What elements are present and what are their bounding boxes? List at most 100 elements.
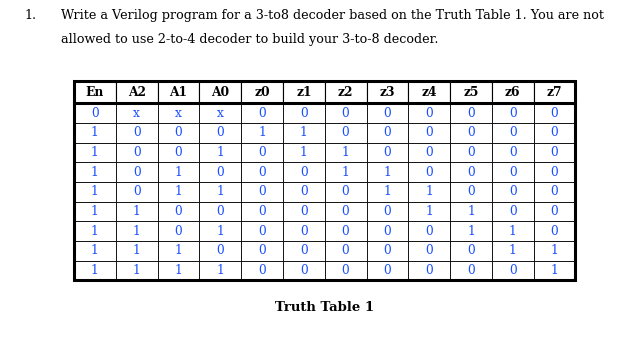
Text: 0: 0	[550, 205, 559, 218]
Text: 0: 0	[509, 107, 517, 120]
Text: 0: 0	[383, 127, 392, 139]
Text: x: x	[133, 107, 140, 120]
Text: z4: z4	[421, 86, 437, 99]
Text: 1.: 1.	[24, 9, 37, 22]
Text: 0: 0	[383, 244, 392, 257]
Text: z7: z7	[547, 86, 563, 99]
Text: 0: 0	[467, 127, 475, 139]
Text: 1: 1	[467, 205, 475, 218]
Text: 0: 0	[216, 166, 224, 179]
Text: 0: 0	[341, 107, 350, 120]
Text: A0: A0	[211, 86, 230, 99]
Text: 0: 0	[425, 146, 433, 159]
Text: 0: 0	[509, 146, 517, 159]
Text: 0: 0	[258, 185, 266, 198]
Text: 1: 1	[91, 225, 99, 238]
Text: 1: 1	[174, 166, 183, 179]
Text: 0: 0	[550, 107, 559, 120]
Text: 1: 1	[341, 166, 350, 179]
Text: 1: 1	[216, 185, 224, 198]
Text: 0: 0	[258, 146, 266, 159]
Text: 0: 0	[341, 205, 350, 218]
Text: 0: 0	[132, 127, 141, 139]
Text: 0: 0	[300, 166, 308, 179]
Text: 0: 0	[132, 146, 141, 159]
Text: 1: 1	[91, 244, 99, 257]
Text: 0: 0	[425, 244, 433, 257]
Text: 1: 1	[174, 185, 183, 198]
Text: 0: 0	[216, 127, 224, 139]
Text: 0: 0	[174, 127, 183, 139]
Text: z0: z0	[254, 86, 270, 99]
Text: 0: 0	[467, 107, 475, 120]
Text: 0: 0	[509, 264, 517, 277]
Text: 1: 1	[91, 185, 99, 198]
Text: 0: 0	[258, 205, 266, 218]
Text: z1: z1	[296, 86, 312, 99]
Text: 0: 0	[467, 264, 475, 277]
Text: 0: 0	[425, 166, 433, 179]
Text: 0: 0	[550, 166, 559, 179]
Text: 1: 1	[174, 244, 183, 257]
Text: z6: z6	[505, 86, 521, 99]
Text: 1: 1	[132, 225, 141, 238]
Text: 0: 0	[550, 225, 559, 238]
Text: 1: 1	[383, 166, 392, 179]
Text: 0: 0	[216, 205, 224, 218]
Text: 0: 0	[300, 185, 308, 198]
Text: 0: 0	[509, 166, 517, 179]
Text: 1: 1	[383, 185, 392, 198]
Text: A2: A2	[128, 86, 145, 99]
Text: 0: 0	[258, 244, 266, 257]
Text: 0: 0	[300, 225, 308, 238]
Text: 1: 1	[425, 185, 433, 198]
Text: x: x	[175, 107, 182, 120]
Text: 0: 0	[300, 107, 308, 120]
Text: allowed to use 2-to-4 decoder to build your 3-to-8 decoder.: allowed to use 2-to-4 decoder to build y…	[61, 33, 439, 46]
Text: Truth Table 1: Truth Table 1	[275, 301, 374, 314]
Text: 0: 0	[467, 185, 475, 198]
Text: 0: 0	[91, 107, 99, 120]
Text: 1: 1	[132, 205, 141, 218]
Text: Write a Verilog program for a 3-to8 decoder based on the Truth Table 1. You are : Write a Verilog program for a 3-to8 deco…	[61, 9, 604, 22]
Text: 1: 1	[91, 127, 99, 139]
Text: 0: 0	[425, 127, 433, 139]
Text: 0: 0	[341, 264, 350, 277]
Text: A1: A1	[170, 86, 187, 99]
Text: 0: 0	[258, 225, 266, 238]
Text: 1: 1	[300, 146, 308, 159]
Text: 0: 0	[258, 264, 266, 277]
Text: 0: 0	[509, 185, 517, 198]
Text: 0: 0	[258, 107, 266, 120]
Text: 0: 0	[174, 225, 183, 238]
Text: z5: z5	[464, 86, 478, 99]
Text: 0: 0	[383, 205, 392, 218]
Text: 1: 1	[550, 244, 559, 257]
Text: 0: 0	[550, 146, 559, 159]
Text: 0: 0	[383, 146, 392, 159]
Text: 0: 0	[509, 205, 517, 218]
Text: 0: 0	[467, 166, 475, 179]
Text: x: x	[217, 107, 224, 120]
Text: 1: 1	[341, 146, 350, 159]
Text: 1: 1	[91, 146, 99, 159]
Text: 1: 1	[132, 244, 141, 257]
Text: 1: 1	[216, 225, 224, 238]
Text: 1: 1	[550, 264, 559, 277]
Text: 0: 0	[467, 146, 475, 159]
Text: 1: 1	[509, 225, 517, 238]
Text: 1: 1	[91, 264, 99, 277]
Text: 0: 0	[509, 127, 517, 139]
Text: 0: 0	[174, 146, 183, 159]
Text: z2: z2	[338, 86, 354, 99]
Text: 1: 1	[91, 205, 99, 218]
Text: 0: 0	[341, 127, 350, 139]
Text: 1: 1	[300, 127, 308, 139]
Text: 1: 1	[425, 205, 433, 218]
Text: 1: 1	[509, 244, 517, 257]
Text: 0: 0	[383, 107, 392, 120]
Text: 0: 0	[425, 107, 433, 120]
Text: 1: 1	[216, 264, 224, 277]
Text: 1: 1	[467, 225, 475, 238]
Text: 0: 0	[425, 264, 433, 277]
